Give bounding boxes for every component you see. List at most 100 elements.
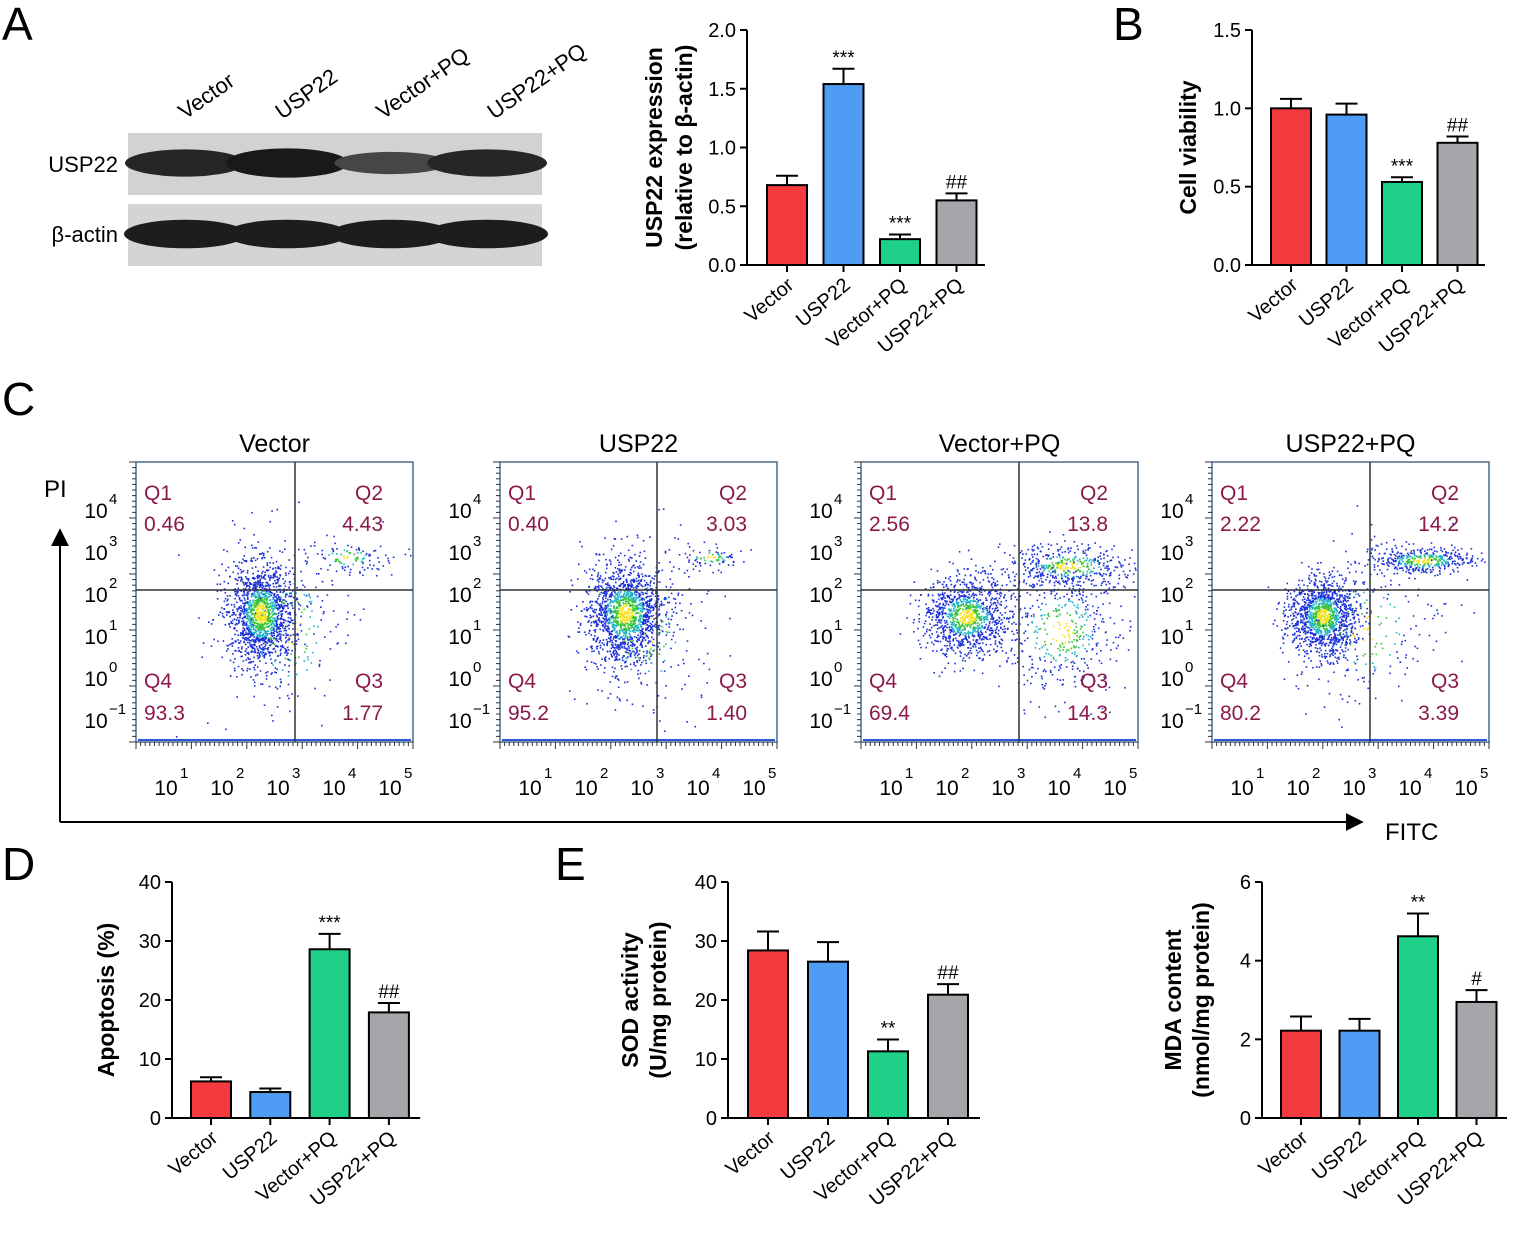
y-tick-exponent: 3 [109, 533, 117, 550]
x-tick-base: 10 [1230, 777, 1253, 800]
x-tick-base: 10 [154, 777, 177, 800]
quadrant-name: Q1 [1220, 482, 1248, 505]
quadrant-name: Q4 [144, 670, 172, 693]
x-tick-base: 10 [630, 777, 653, 800]
y-tick-base: 10 [1160, 542, 1183, 565]
quadrant-name: Q3 [1080, 670, 1108, 693]
x-tick-exponent: 5 [1129, 765, 1137, 782]
y-tick-label: 1.5 [708, 79, 736, 101]
wb-band [330, 219, 452, 249]
x-tick-base: 10 [1454, 777, 1477, 800]
quadrant-name: Q4 [1220, 670, 1248, 693]
bar [1270, 107, 1312, 267]
significance-mark: ## [1447, 116, 1469, 137]
quadrant-percent: 1.40 [706, 702, 747, 725]
category-label: Vector [1245, 274, 1303, 328]
y-tick-label: 2 [1240, 1029, 1251, 1051]
flow-plot-title: Vector+PQ [939, 430, 1061, 458]
bar [1338, 1029, 1381, 1120]
flow-plot: USP22Q10.40Q23.03Q31.40Q495.210110210310… [448, 430, 778, 800]
wb-band [226, 219, 348, 249]
panel-label-b: B [1113, 0, 1144, 50]
bar [927, 993, 969, 1119]
bar [1455, 1000, 1498, 1120]
y-tick-label: 1.0 [708, 138, 736, 160]
category-label: Vector [741, 274, 799, 328]
y-tick-base: 10 [1160, 500, 1183, 523]
bar [747, 949, 789, 1119]
y-tick-exponent: −1 [109, 701, 126, 718]
x-tick-base: 10 [210, 777, 233, 800]
x-tick-base: 10 [991, 777, 1014, 800]
significance-mark: ## [378, 982, 400, 1003]
y-axis-label: Cell viability [1175, 80, 1201, 214]
y-tick-base: 10 [809, 500, 832, 523]
x-tick-base: 10 [1342, 777, 1365, 800]
wb-lane-label: USP22+PQ [483, 38, 591, 124]
quadrant-name: Q3 [1431, 670, 1459, 693]
x-tick-exponent: 1 [180, 765, 188, 782]
flow-plot-title: USP22+PQ [1286, 430, 1416, 458]
bar [249, 1091, 292, 1120]
quadrant-name: Q3 [719, 670, 747, 693]
wb-band [124, 219, 246, 249]
wb-band [225, 148, 349, 178]
y-tick-exponent: 1 [109, 617, 117, 634]
y-axis-label-units: (nmol/mg protein) [1188, 902, 1214, 1097]
y-tick-exponent: 3 [473, 533, 481, 550]
x-tick-exponent: 5 [1480, 765, 1488, 782]
y-tick-base: 10 [448, 626, 471, 649]
x-tick-exponent: 4 [348, 765, 356, 782]
x-tick-base: 10 [1398, 777, 1421, 800]
category-label: Vector [722, 1127, 780, 1181]
y-tick-base: 10 [809, 668, 832, 691]
usp22-expression-chart: 0.0 0.5 1.0 1.5 2.0 USP22 expression (relative… [641, 20, 985, 358]
y-tick-label: 0.5 [708, 196, 736, 218]
y-tick-base: 10 [809, 584, 832, 607]
bar [807, 960, 849, 1120]
y-tick-label: 40 [695, 872, 717, 894]
wb-band [426, 219, 548, 249]
x-tick-exponent: 2 [236, 765, 244, 782]
quadrant-name: Q4 [508, 670, 536, 693]
x-tick-exponent: 2 [600, 765, 608, 782]
x-tick-exponent: 5 [404, 765, 412, 782]
y-tick-base: 10 [448, 710, 471, 733]
bar [867, 1050, 909, 1119]
x-tick-exponent: 4 [712, 765, 720, 782]
bar [766, 184, 808, 267]
panel-label-c: C [2, 373, 35, 425]
panel-label-e: E [555, 838, 586, 890]
y-tick-exponent: 4 [834, 491, 842, 508]
flow-plot-title: USP22 [599, 430, 678, 458]
y-tick-label: 1.5 [1213, 20, 1241, 42]
quadrant-name: Q2 [719, 482, 747, 505]
significance-mark: ** [1411, 892, 1426, 913]
sod-activity-chart: 0 10 20 30 40 SOD activity (U/mg protein) Vecto… [617, 872, 980, 1211]
y-tick-label: 30 [139, 931, 161, 953]
y-tick-base: 10 [1160, 710, 1183, 733]
y-tick-exponent: −1 [834, 701, 851, 718]
y-tick-exponent: 1 [834, 617, 842, 634]
y-tick-exponent: 3 [1185, 533, 1193, 550]
y-tick-base: 10 [1160, 626, 1183, 649]
panel-label-d: D [2, 838, 35, 890]
x-tick-base: 10 [935, 777, 958, 800]
x-tick-exponent: 3 [292, 765, 300, 782]
x-tick-exponent: 1 [1256, 765, 1264, 782]
y-tick-label: 0 [150, 1108, 161, 1130]
y-tick-exponent: 4 [473, 491, 481, 508]
y-tick-label: 20 [695, 990, 717, 1012]
y-tick-base: 10 [448, 584, 471, 607]
flow-cytometry-panel: VectorQ10.46Q24.43Q31.77Q493.31011021031… [84, 430, 1490, 800]
x-tick-exponent: 5 [768, 765, 776, 782]
category-label: Vector [165, 1127, 223, 1181]
y-tick-exponent: 2 [109, 575, 117, 592]
quadrant-name: Q1 [508, 482, 536, 505]
y-tick-base: 10 [448, 500, 471, 523]
x-tick-base: 10 [518, 777, 541, 800]
panel-label-a: A [2, 0, 33, 50]
y-tick-exponent: 1 [1185, 617, 1193, 634]
